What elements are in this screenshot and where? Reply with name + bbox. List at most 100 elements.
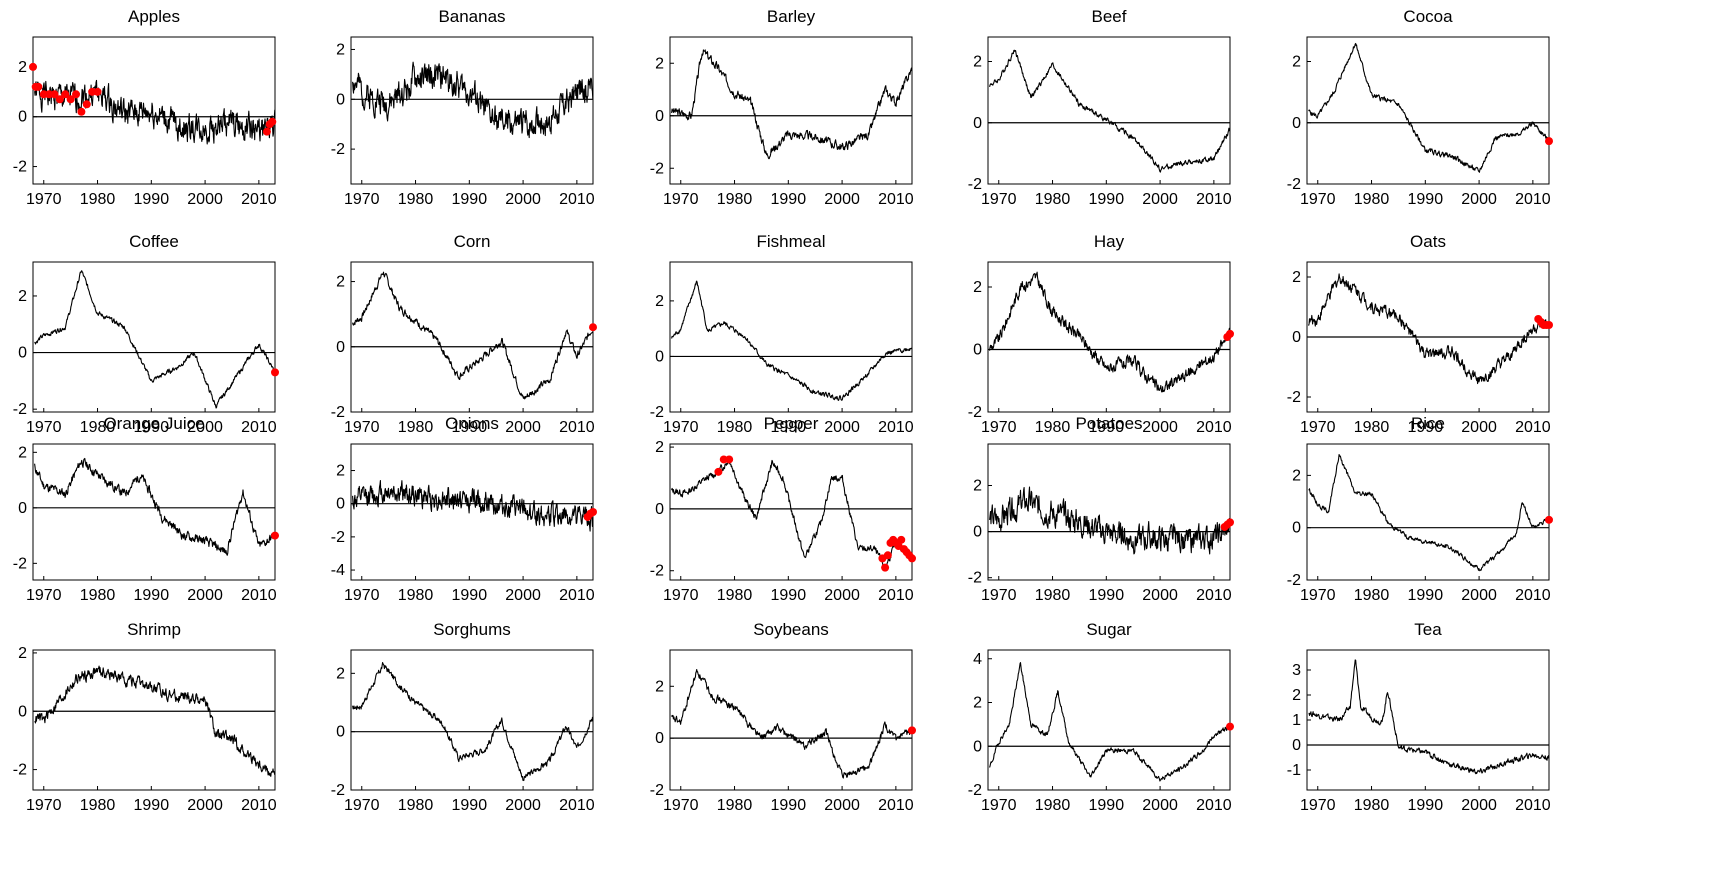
axes-frame <box>1306 649 1550 791</box>
x-tick-label: 1970 <box>344 797 380 814</box>
x-tick-label: 1980 <box>1354 797 1390 814</box>
highlight-point <box>883 551 892 560</box>
series-line <box>352 61 594 139</box>
highlight-point <box>271 368 279 377</box>
plot-pepper: 1970 1980 1990 2000 2010 -2 0 2 <box>650 439 916 604</box>
series-line <box>989 49 1231 173</box>
series-line <box>671 280 913 401</box>
x-tick-label: 2010 <box>559 419 595 436</box>
x-tick-label: 1980 <box>80 587 116 604</box>
x-tick-label: 2010 <box>878 191 914 208</box>
highlight-point <box>61 90 70 99</box>
x-tick-label: 1980 <box>398 419 434 436</box>
panel-oats: Oats 1970 1980 1990 2000 2010 -2 0 2 <box>1267 232 1559 442</box>
y-tick-label: 2 <box>655 55 664 72</box>
panel-soybeans: Soybeans 1970 1980 1990 2000 2010 -2 0 2 <box>630 620 922 820</box>
y-tick-label: -2 <box>650 563 664 580</box>
x-tick-label: 1970 <box>663 419 699 436</box>
x-tick-label: 1970 <box>26 419 62 436</box>
panel-apples: Apples 1970 1980 1990 2000 2010 -2 0 2 <box>0 7 285 214</box>
y-tick-label: 0 <box>655 730 664 747</box>
panel-corn: Corn 1970 1980 1990 2000 2010 -2 0 2 <box>311 232 603 442</box>
x-tick-label: 1970 <box>663 191 699 208</box>
axes-frame <box>32 443 276 581</box>
x-tick-label: 1980 <box>717 587 753 604</box>
y-tick-label: 0 <box>18 500 27 517</box>
y-tick-label: 2 <box>336 41 345 58</box>
x-tick-label: 2000 <box>1461 191 1497 208</box>
y-tick-label: 2 <box>655 678 664 695</box>
x-tick-label: 1970 <box>26 797 62 814</box>
panel-beef: Beef 1970 1980 1990 2000 2010 -2 0 2 <box>948 7 1240 214</box>
highlight-point <box>1545 321 1553 329</box>
x-tick-label: 2010 <box>559 797 595 814</box>
axes-frame <box>32 36 276 185</box>
x-tick-label: 1970 <box>981 587 1017 604</box>
x-tick-label: 2000 <box>824 797 860 814</box>
highlight-point <box>1226 329 1234 338</box>
chart-title: Sorghums <box>433 620 511 639</box>
y-tick-label: 0 <box>18 345 27 362</box>
y-tick-label: 0 <box>973 524 982 541</box>
x-tick-label: 1980 <box>717 191 753 208</box>
x-tick-label: 2000 <box>1461 797 1497 814</box>
highlight-point <box>881 563 890 572</box>
y-tick-label: 0 <box>336 339 345 356</box>
y-tick-label: -2 <box>331 529 345 546</box>
x-tick-label: 2010 <box>1196 191 1232 208</box>
panel-onions: Onions 1970 1980 1990 2000 2010 -4 -2 0 2 <box>311 414 603 610</box>
series-line <box>34 270 276 409</box>
plot-bananas: 1970 1980 1990 2000 2010 -2 0 2 <box>331 36 595 208</box>
x-tick-label: 2010 <box>878 797 914 814</box>
plot-hay: 1970 1980 1990 2000 2010 -2 0 2 <box>968 261 1234 436</box>
x-tick-label: 1970 <box>26 587 62 604</box>
series-line <box>352 271 594 400</box>
x-tick-label: 2000 <box>1142 191 1178 208</box>
highlight-point <box>72 90 81 99</box>
panel-sorghums: Sorghums 1970 1980 1990 2000 2010 -2 0 2 <box>311 620 603 820</box>
y-tick-label: -2 <box>1287 176 1301 193</box>
axes-frame <box>350 443 594 581</box>
highlight-point <box>66 95 75 104</box>
highlight-point <box>34 82 43 91</box>
y-tick-label: -2 <box>650 782 664 799</box>
plot-onions: 1970 1980 1990 2000 2010 -4 -2 0 2 <box>331 443 597 604</box>
x-tick-label: 2010 <box>878 587 914 604</box>
y-tick-label: -2 <box>331 404 345 421</box>
x-tick-label: 2000 <box>505 587 541 604</box>
y-tick-label: -2 <box>331 782 345 799</box>
x-tick-label: 2000 <box>505 419 541 436</box>
y-tick-label: 0 <box>655 108 664 125</box>
x-tick-label: 1990 <box>1408 587 1444 604</box>
y-tick-label: 2 <box>18 645 27 662</box>
x-tick-label: 2000 <box>187 419 223 436</box>
x-tick-label: 1970 <box>981 797 1017 814</box>
panel-rice: Rice 1970 1980 1990 2000 2010 -2 0 2 <box>1267 414 1559 610</box>
highlight-point <box>1226 722 1234 731</box>
plot-corn: 1970 1980 1990 2000 2010 -2 0 2 <box>331 261 597 436</box>
x-tick-label: 1980 <box>1035 797 1071 814</box>
highlight-point <box>55 95 64 104</box>
panel-pepper: Pepper 1970 1980 1990 2000 2010 -2 0 2 <box>630 414 922 610</box>
plot-potatoes: 1970 1980 1990 2000 2010 -2 0 2 <box>968 443 1234 604</box>
highlight-point <box>29 62 37 71</box>
x-tick-label: 1980 <box>398 797 434 814</box>
highlight-point <box>589 323 597 332</box>
series-line <box>352 480 594 532</box>
y-tick-label: 2 <box>18 288 27 305</box>
x-tick-label: 2010 <box>559 191 595 208</box>
y-tick-label: 0 <box>655 501 664 518</box>
x-tick-label: 1990 <box>134 587 170 604</box>
chart-title: Oats <box>1410 232 1446 251</box>
x-tick-label: 2010 <box>241 587 277 604</box>
series-line <box>1308 453 1550 572</box>
y-tick-label: 2 <box>973 695 982 712</box>
y-tick-label: 0 <box>336 91 345 108</box>
x-tick-label: 1970 <box>1300 797 1336 814</box>
chart-title: Tea <box>1414 620 1442 639</box>
plot-barley: 1970 1980 1990 2000 2010 -2 0 2 <box>650 36 914 208</box>
axes-frame <box>32 649 276 791</box>
axes-frame <box>987 261 1231 413</box>
x-tick-label: 2010 <box>1515 191 1551 208</box>
